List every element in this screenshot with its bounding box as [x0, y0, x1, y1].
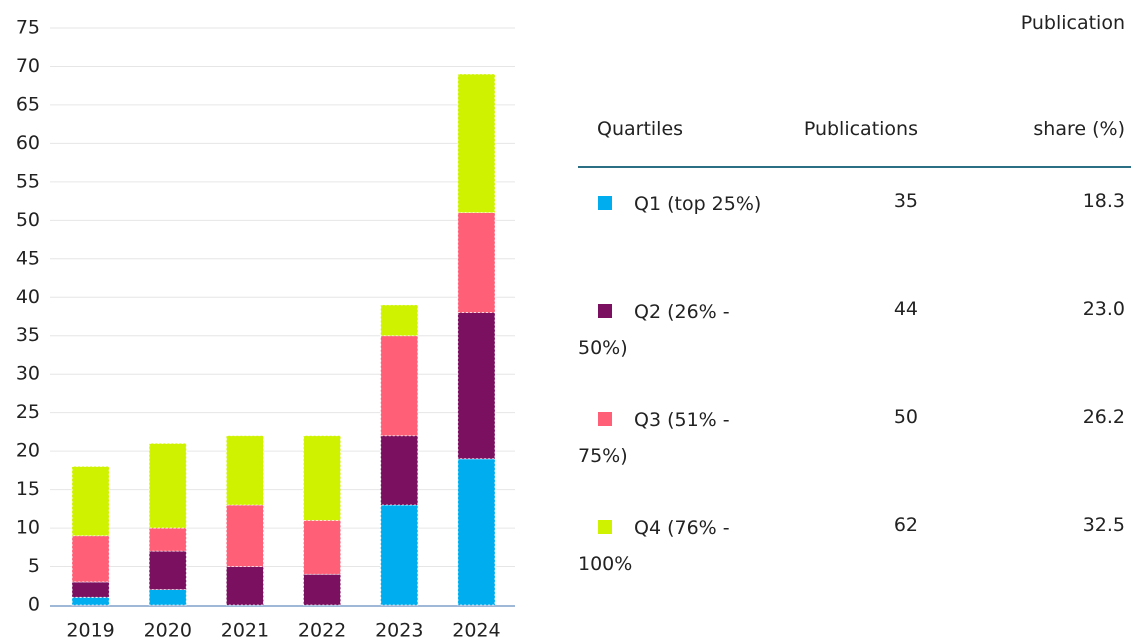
- chart: 0 5 10 15 20 25 30 35 40 45 50 55 60 65 70 75 2019 2020 20…: [16, 17, 515, 639]
- bar-segment: [457, 212, 496, 314]
- y-tick-label: 10: [16, 517, 40, 539]
- bar-segment: [148, 527, 187, 552]
- y-tick-label: 65: [16, 93, 40, 115]
- bar-segment: [380, 504, 419, 606]
- cell: 62: [893, 514, 918, 536]
- cell: 32.5: [1082, 514, 1125, 536]
- legend-swatch: [598, 520, 612, 534]
- y-tick-label: 5: [28, 555, 40, 577]
- y-tick-label: 35: [16, 324, 40, 346]
- row-label-text: Q2 (26% - 50%): [578, 301, 730, 359]
- bar-segment: [380, 304, 419, 337]
- bar-segment: [457, 312, 496, 460]
- cell: 18.3: [1082, 190, 1125, 212]
- legend-swatch: [598, 196, 612, 210]
- y-tick-label: 60: [16, 132, 40, 154]
- row-label: Q3 (51% - 75%): [578, 402, 768, 474]
- bar-segment: [226, 566, 264, 606]
- cell: 26.2: [1082, 406, 1125, 428]
- y-tick-label: 40: [16, 286, 40, 308]
- x-tick-label: 2021: [221, 620, 269, 639]
- bar-segment: [148, 589, 187, 606]
- cell: 35: [893, 190, 918, 212]
- cell: 50: [893, 406, 918, 428]
- row-label: Q2 (26% - 50%): [578, 294, 768, 366]
- bar-segment: [457, 458, 496, 606]
- row-label: Q4 (76% - 100%: [578, 510, 768, 582]
- header-cell: Quartiles: [597, 118, 684, 140]
- cell: 44: [893, 298, 918, 320]
- bar-segment: [71, 535, 110, 583]
- bar-segment: [380, 335, 419, 437]
- y-tick-label: 15: [16, 478, 40, 500]
- y-tick-label: 20: [16, 440, 40, 462]
- row-label-text: Q1 (top 25%): [634, 193, 762, 215]
- row-label: Q1 (top 25%): [578, 186, 768, 222]
- bar-segment: [303, 573, 341, 606]
- bar-segment: [148, 550, 187, 591]
- row-label-text: Q4 (76% - 100%: [578, 517, 730, 575]
- header-rule: [578, 166, 1131, 168]
- x-tick-label: 2023: [375, 620, 423, 639]
- y-tick-label: 45: [16, 247, 40, 269]
- row-label-text: Q3 (51% - 75%): [578, 409, 730, 467]
- y-tick-label: 30: [16, 363, 40, 385]
- bar-segment: [71, 596, 110, 606]
- y-tick-label: 75: [16, 17, 40, 39]
- bar-segment: [148, 443, 187, 529]
- bar-segment: [380, 435, 419, 506]
- x-tick-label: 2022: [298, 620, 346, 639]
- y-tick-label: 25: [16, 401, 40, 423]
- header-cell: Publications: [803, 118, 918, 140]
- x-tick-label: 2019: [66, 620, 114, 639]
- bar-segment: [71, 466, 110, 537]
- bar-segment: [226, 504, 264, 567]
- header-cell: share (%): [1033, 118, 1125, 140]
- y-tick-label: 55: [16, 170, 40, 192]
- legend-swatch: [598, 304, 612, 318]
- bar-segment: [457, 73, 496, 214]
- legend-swatch: [598, 412, 612, 426]
- bar-segment: [303, 435, 341, 521]
- bar-segment: [71, 581, 110, 598]
- bar-segment: [226, 435, 264, 506]
- y-tick-label: 50: [16, 209, 40, 231]
- x-tick-label: 2024: [452, 620, 500, 639]
- x-tick-label: 2020: [144, 620, 192, 639]
- y-tick-label: 70: [16, 55, 40, 77]
- cell: 23.0: [1082, 298, 1125, 320]
- table: Quartiles Publications Publication share…: [578, 0, 1131, 639]
- bar-segment: [303, 519, 341, 575]
- y-tick-label: 0: [28, 594, 40, 616]
- header-cell: Publication: [1020, 12, 1125, 34]
